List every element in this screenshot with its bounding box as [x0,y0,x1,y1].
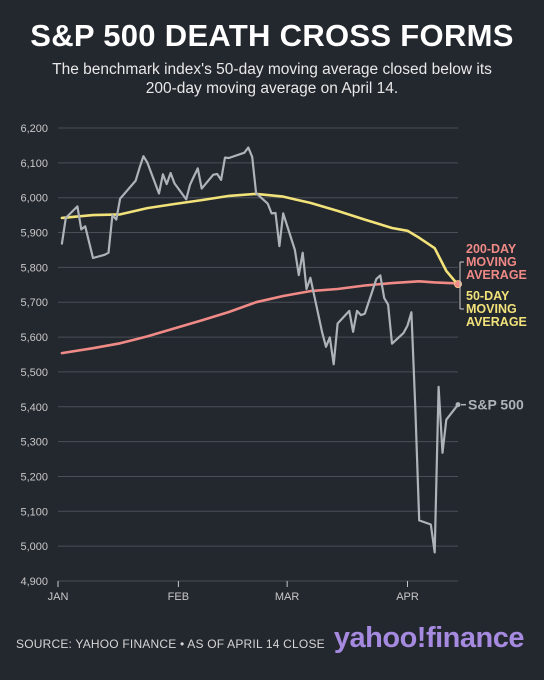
series-labels: S&P 500200-DAYMOVINGAVERAGE50-DAYMOVINGA… [455,242,527,413]
y-tick-label: 5,800 [20,262,48,274]
ma200-label: MOVING [466,255,517,269]
x-axis-ticks: JAN FEB MAR APR [48,581,419,603]
y-tick-label: 5,600 [20,332,48,344]
y-tick-label: 5,500 [20,367,48,379]
ma200-label: AVERAGE [466,268,527,282]
sp500-line [60,146,460,554]
y-axis-ticks: 4,900 5,000 5,100 5,200 5,300 5,400 5,500 5,600… [20,123,48,588]
y-tick-label: 5,100 [20,506,48,518]
ma50-label: 50-DAY [466,289,510,303]
y-tick-label: 5,700 [20,297,48,309]
chart-subtitle: The benchmark index's 50-day moving aver… [52,61,492,97]
y-tick-label: 6,100 [20,158,48,170]
y-tick-label: 6,200 [20,123,48,135]
y-tick-label: 4,900 [20,576,48,588]
chart-title: S&P 500 DEATH CROSS FORMS [30,18,514,53]
x-tick-label: JAN [48,591,69,603]
y-tick-label: 5,300 [20,437,48,449]
gridlines [58,127,458,582]
y-tick-label: 6,000 [20,193,48,205]
x-tick-label: APR [396,591,419,603]
ma50-label: AVERAGE [466,315,527,329]
y-tick-label: 5,000 [20,541,48,553]
y-tick-label: 5,900 [20,228,48,240]
ma200-label: 200-DAY [466,242,517,256]
y-tick-label: 5,400 [20,402,48,414]
ma50-line [60,192,460,287]
series-lines [60,146,462,554]
ma200-line [60,280,460,355]
sp500-label: S&P 500 [468,397,524,413]
yahoo-finance-logo: yahoo!finance [333,622,525,654]
x-tick-label: FEB [168,591,189,603]
source-note: SOURCE: YAHOO FINANCE • AS OF APRIL 14 C… [16,637,325,651]
y-tick-label: 5,200 [20,471,48,483]
x-tick-label: MAR [275,591,300,603]
ma50-label: MOVING [466,302,517,316]
sp500-end-dot [455,402,461,408]
